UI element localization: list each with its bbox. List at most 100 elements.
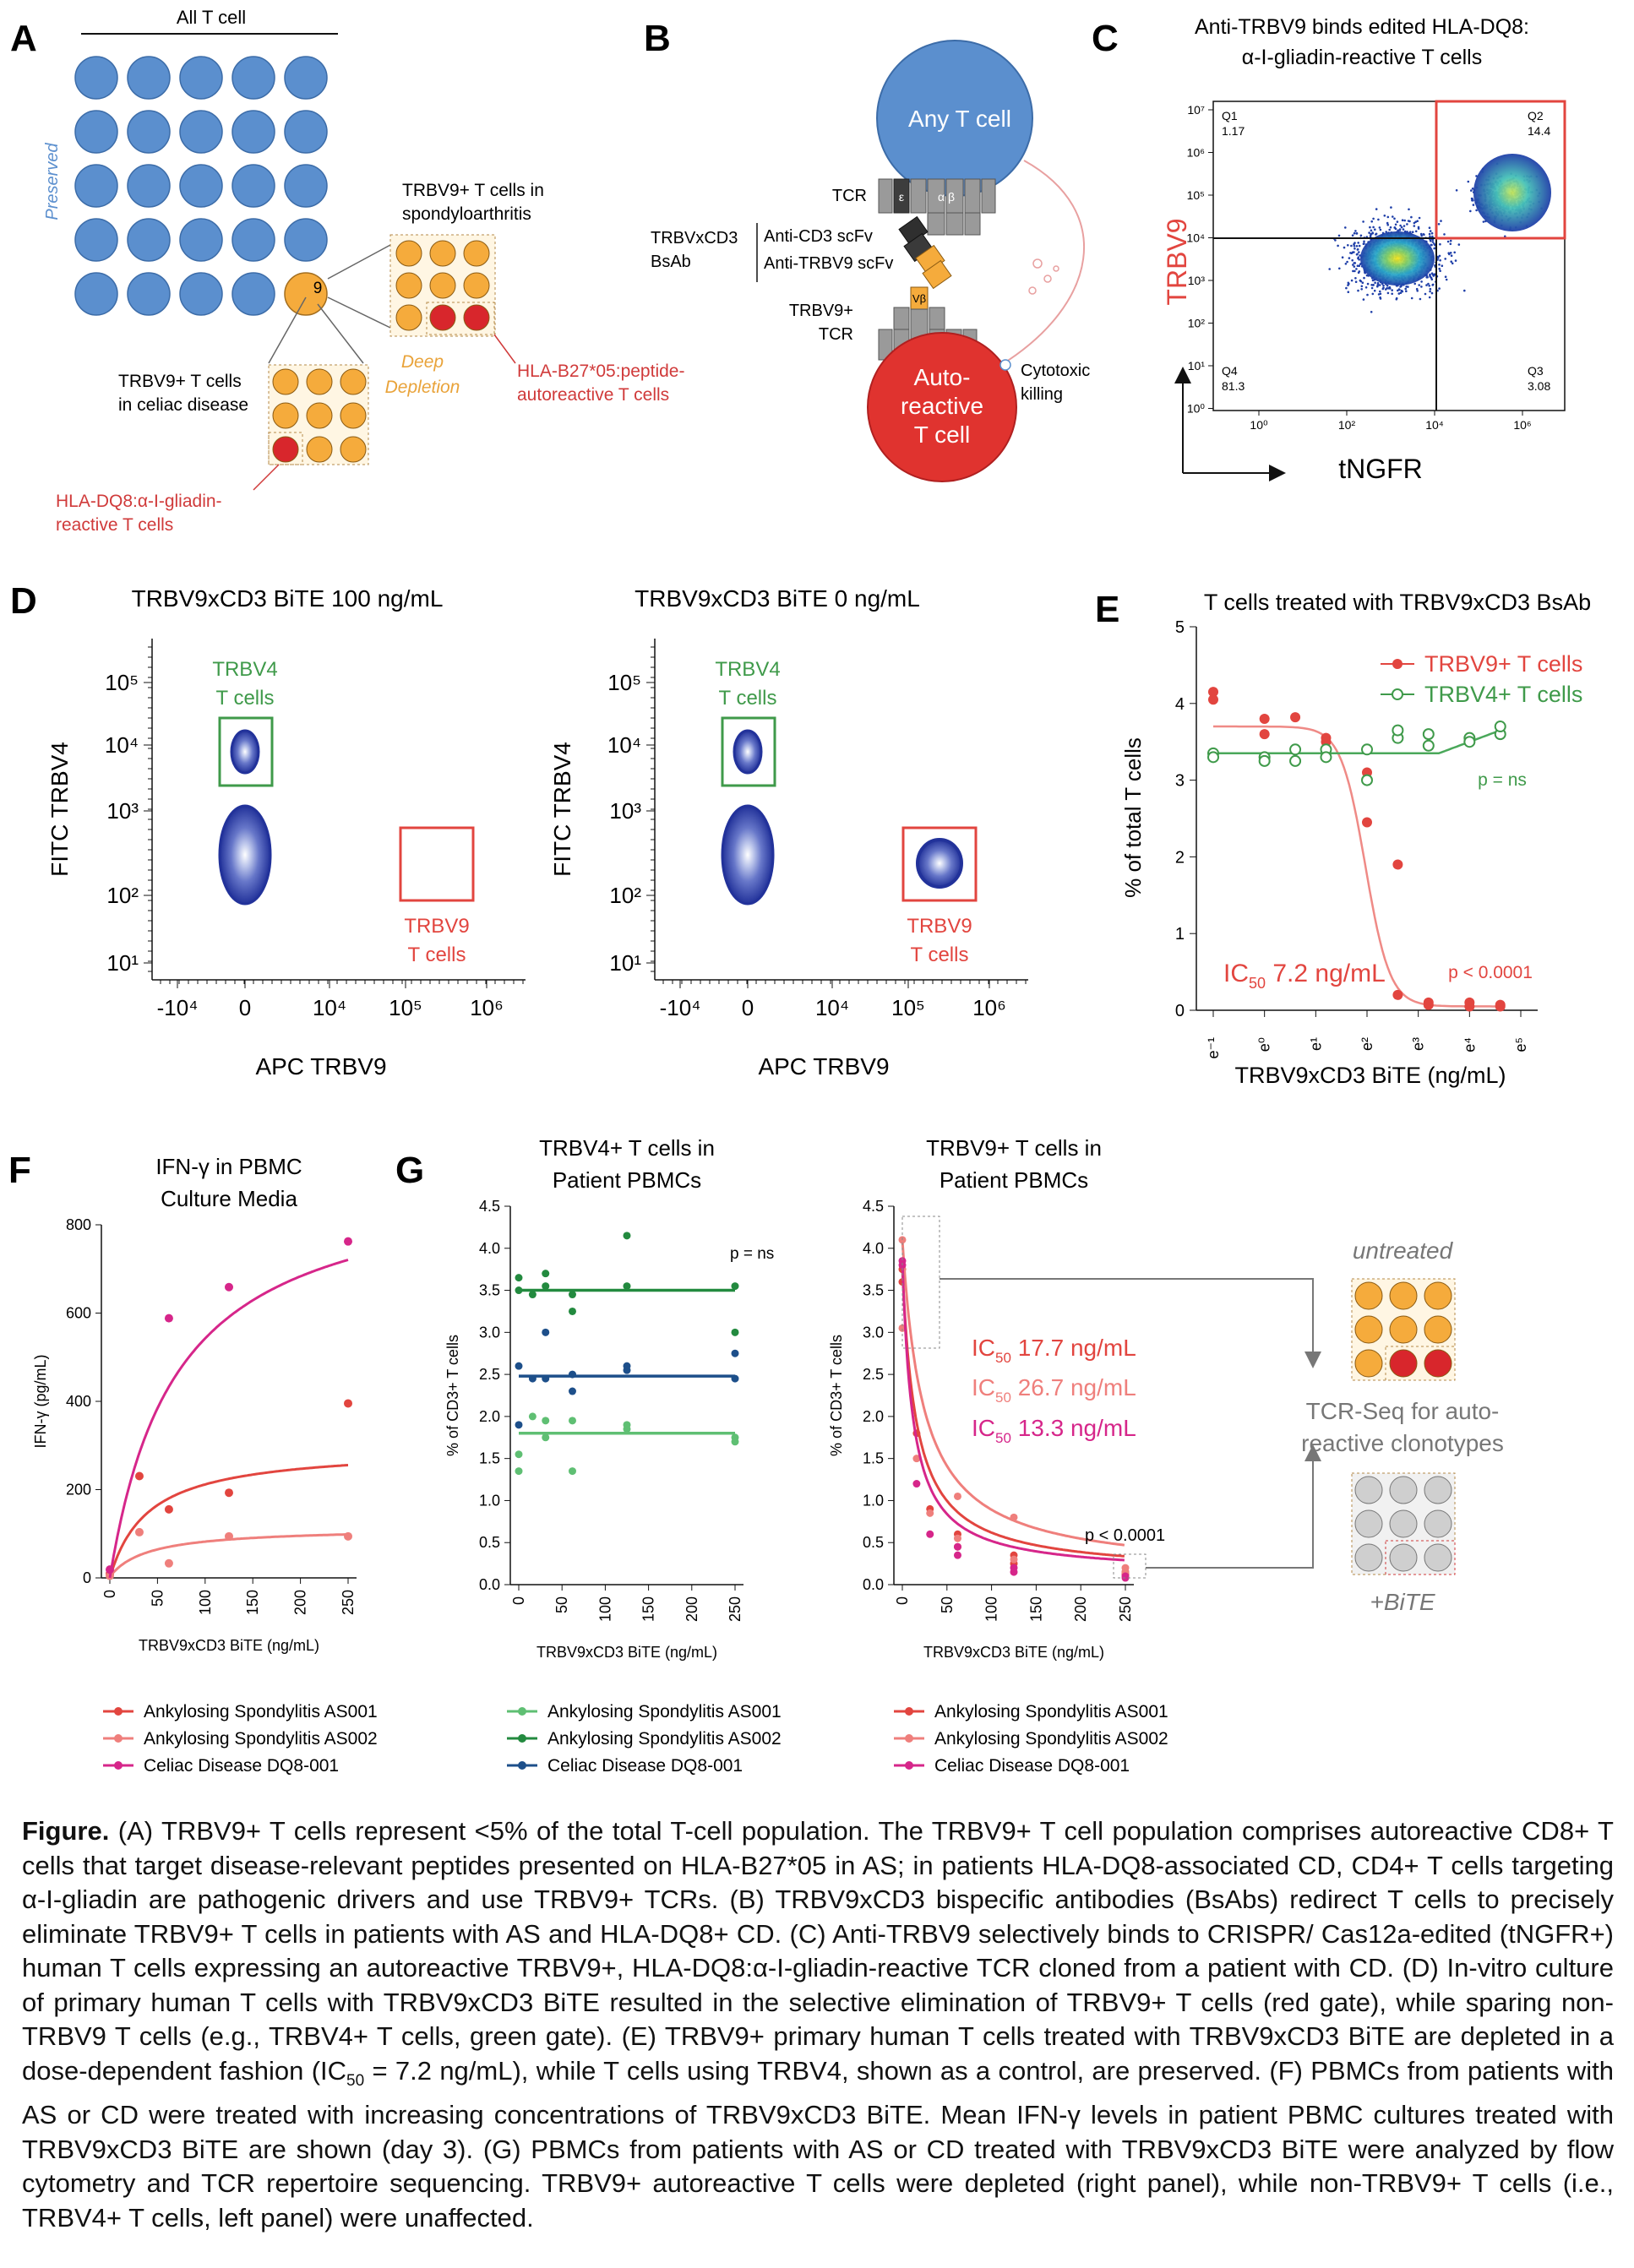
x-tick-label: 50 [939, 1596, 956, 1613]
as-red-box [426, 302, 495, 335]
c-event [1386, 215, 1390, 219]
untreated-red-box [1385, 1346, 1456, 1381]
g-left-point [731, 1374, 739, 1383]
c-population-neg [1360, 231, 1435, 286]
legend-f: Ankylosing Spondylitis AS001 Ankylosing S… [103, 1702, 378, 1776]
y-tick-label: 2.5 [863, 1366, 884, 1383]
c-event [1375, 232, 1378, 236]
q3-label: Q3 [1528, 364, 1544, 378]
d-y-axis-label: FITC TRBV4 [46, 742, 73, 877]
c-event [1413, 225, 1416, 227]
t-cell [179, 272, 223, 316]
c-event [1337, 234, 1341, 237]
c-event [1396, 220, 1399, 223]
c-event [1355, 253, 1359, 256]
trbv9-cell [1354, 1315, 1383, 1344]
c-event [1417, 226, 1420, 229]
c-population-pos [1473, 154, 1551, 231]
x-tick-label: 150 [244, 1590, 261, 1615]
c-event [1359, 280, 1363, 283]
g-bite-box [1113, 1553, 1147, 1579]
y-tick-label: 400 [66, 1393, 91, 1410]
e-trbv4-point [1422, 728, 1435, 741]
c-event [1444, 275, 1447, 279]
legend-g-left: Ankylosing Spondylitis AS001 Ankylosing S… [507, 1702, 782, 1776]
c-event [1399, 291, 1403, 295]
d-trbv9-gate-label: TRBV9 [907, 915, 972, 938]
c-event [1357, 289, 1359, 292]
g-right-point [1010, 1568, 1018, 1576]
c-event [1429, 230, 1432, 232]
hla-dq8-pointer [253, 464, 280, 491]
f-point [225, 1282, 233, 1292]
c-y-tick-label: 10¹ [1188, 359, 1206, 373]
panel-letter: A [10, 18, 37, 59]
c-event [1411, 231, 1414, 234]
g-left-point [568, 1387, 576, 1395]
g-left-point [731, 1328, 739, 1336]
c-title-1: Anti-TRBV9 binds edited HLA-DQ8: [1195, 15, 1529, 39]
caption-sub: 50 [346, 2071, 365, 2090]
bispecific-antibody [898, 215, 952, 290]
c-event [1401, 290, 1404, 293]
depleted-cell [1389, 1543, 1418, 1572]
d-plot-100: 10⁵ 10⁴ 10³ 10² 10¹ -10⁴ 0 10⁴ 10⁵ 10⁶ FITC TRBV4 A… [46, 639, 526, 1080]
c-event [1350, 244, 1353, 247]
e-trbv9-point [1464, 997, 1475, 1008]
untreated-label: untreated [1353, 1237, 1454, 1264]
c-event [1420, 280, 1423, 283]
f-fit-line [108, 1533, 349, 1578]
t-cell [179, 218, 223, 262]
connector-line [327, 244, 391, 280]
c-event [1353, 231, 1356, 235]
t-cell [74, 272, 118, 316]
cytotoxic-label-2: killing [1021, 385, 1063, 404]
c-event [1450, 254, 1453, 258]
c-event [1431, 241, 1435, 243]
c-event [1390, 206, 1392, 209]
c-event [1374, 281, 1376, 285]
panel-a: A All T cell Preserved 9 TRBV9+ T cells … [10, 7, 684, 535]
c-x-ticks: 10⁰ 10² 10⁴ 10⁶ [1250, 411, 1532, 432]
depleted-cell [1389, 1476, 1418, 1504]
c-event [1368, 231, 1370, 234]
y-tick-label: 3.0 [863, 1324, 884, 1341]
legend-label: Ankylosing Spondylitis AS001 [547, 1702, 782, 1721]
legend-label: Celiac Disease DQ8-001 [144, 1756, 339, 1776]
e-y-tick-label: 4 [1175, 695, 1185, 714]
t-cell [74, 110, 118, 154]
q3-value: 3.08 [1528, 379, 1550, 393]
c-event [1401, 219, 1404, 222]
c-event [1438, 264, 1441, 266]
t-cell [74, 164, 118, 208]
e-trbv4-point [1289, 754, 1302, 767]
c-event [1463, 289, 1466, 292]
c-event [1425, 276, 1428, 279]
c-x-tick-label: 10⁶ [1513, 418, 1531, 432]
c-event [1345, 286, 1348, 290]
c-event [1344, 226, 1347, 229]
e-y-tick-label: 5 [1175, 618, 1185, 637]
e-trbv9-point [1495, 999, 1506, 1010]
d-y-tick-label: 10² [106, 883, 139, 908]
t-cell [231, 272, 275, 316]
c-y-tick-label: 10⁶ [1187, 146, 1205, 160]
c-event [1450, 260, 1452, 264]
d-trbv4-gate-label: T cells [719, 687, 777, 710]
d-x-tick-label: 10⁴ [313, 995, 346, 1020]
t-cell [284, 218, 328, 262]
e-trbv4-point [1494, 721, 1506, 733]
legend-label: Ankylosing Spondylitis AS002 [934, 1729, 1168, 1749]
c-event [1353, 242, 1356, 244]
panel-letter: F [8, 1150, 31, 1191]
c-event [1406, 223, 1408, 226]
c-event [1370, 284, 1373, 286]
y-tick-label: 0.5 [863, 1534, 884, 1551]
legend-marker [114, 1707, 123, 1716]
d-trbv4-gate-label: TRBV4 [212, 658, 277, 681]
c-event [1449, 239, 1452, 242]
c-event [1444, 258, 1446, 260]
caption-lead: Figure. [22, 1816, 110, 1846]
c-event [1351, 234, 1354, 237]
c-event [1352, 264, 1354, 266]
